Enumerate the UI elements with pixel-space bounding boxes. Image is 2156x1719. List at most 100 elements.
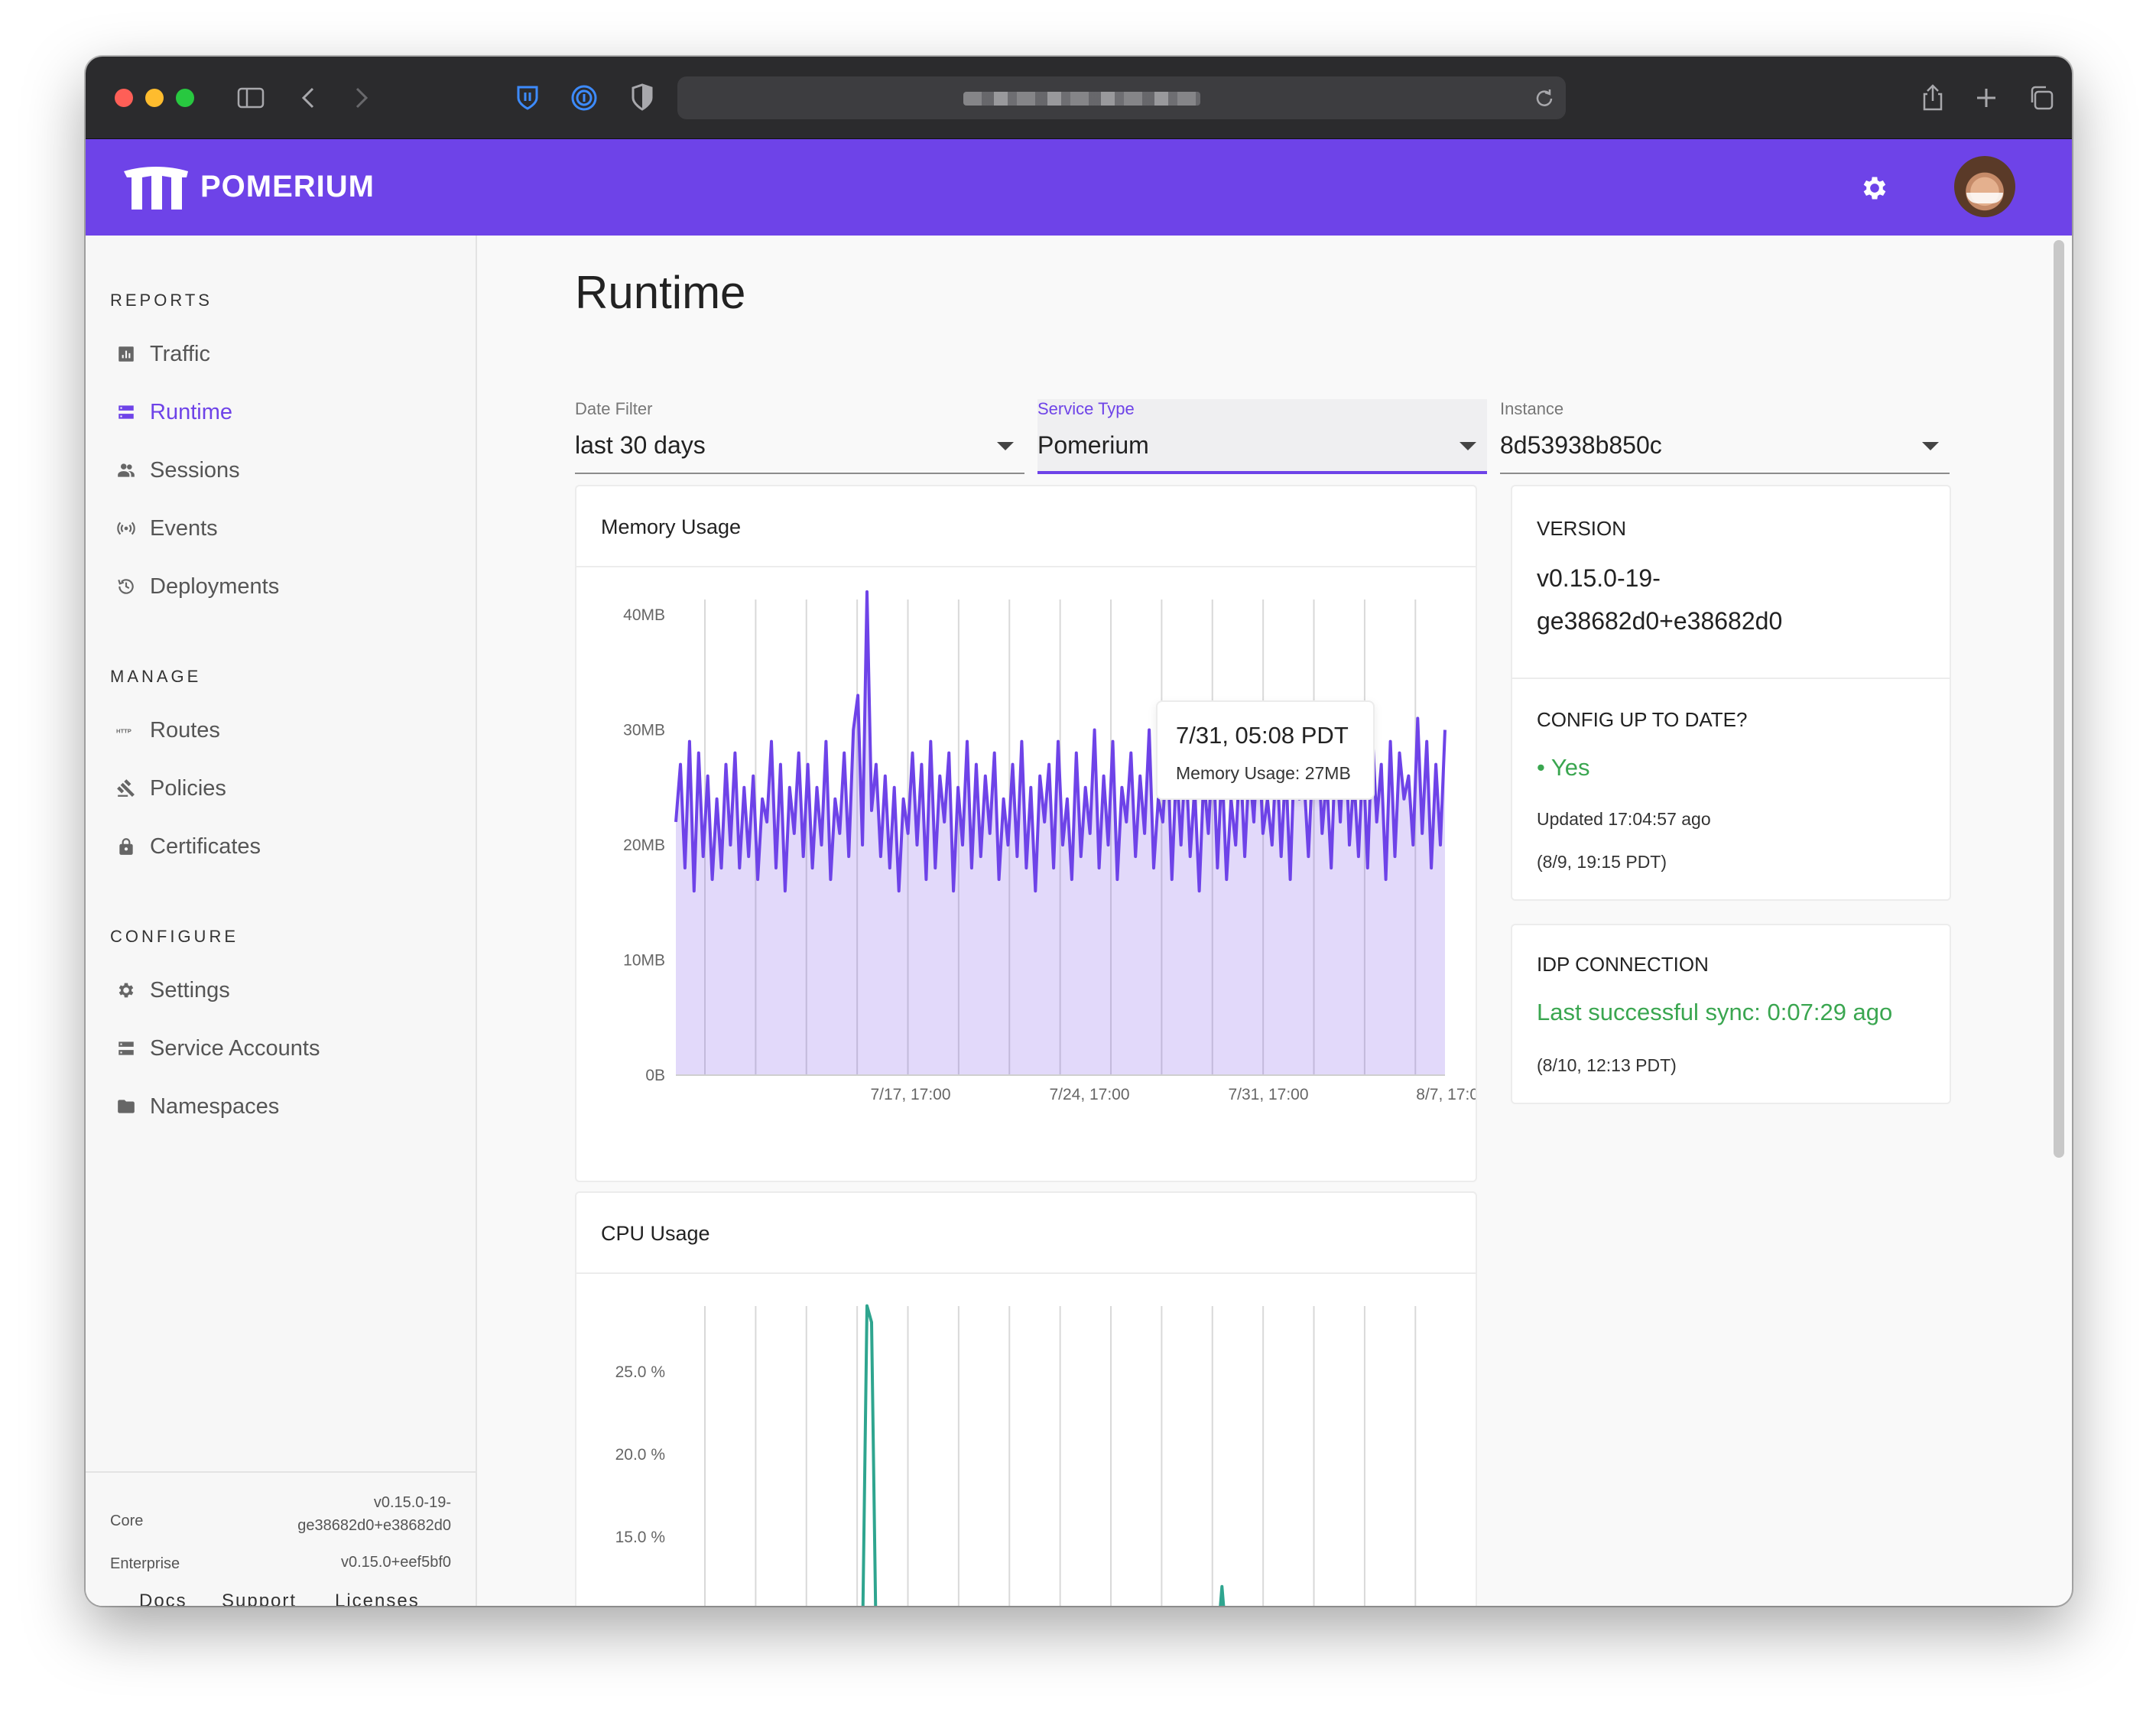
gavel-icon — [117, 779, 135, 798]
docs-link[interactable]: Docs — [139, 1591, 187, 1606]
y-tick-label: 40MB — [623, 606, 665, 624]
address-bar[interactable] — [677, 76, 1566, 119]
y-tick-label: 0B — [645, 1067, 665, 1084]
share-icon[interactable] — [1917, 83, 1948, 113]
core-version-line1: v0.15.0-19- — [373, 1494, 451, 1511]
sidebar-item-traffic[interactable]: Traffic — [116, 333, 453, 375]
sidebar-item-label: Routes — [150, 717, 220, 743]
sidebar-item-label: Policies — [150, 775, 226, 801]
user-avatar[interactable] — [1954, 156, 2015, 217]
y-tick-label: 20.0 % — [615, 1446, 665, 1464]
page-scrollbar[interactable] — [2054, 240, 2064, 1158]
sidebar-item-certificates[interactable]: Certificates — [116, 826, 453, 867]
sidebar-item-runtime[interactable]: Runtime — [116, 392, 453, 433]
folder-icon — [118, 1100, 135, 1113]
config-status: • Yes — [1537, 754, 1590, 781]
svg-text:HTTP: HTTP — [116, 727, 132, 734]
pomerium-logo-icon[interactable] — [121, 164, 191, 211]
sidebar-item-service-accounts[interactable]: Service Accounts — [116, 1028, 453, 1069]
sidebar-footer: Core v0.15.0-19- ge38682d0+e38682d0 Ente… — [86, 1471, 476, 1606]
minimize-window-button[interactable] — [145, 89, 164, 107]
instance-select[interactable]: Instance 8d53938b850c — [1500, 399, 1950, 474]
instance-label: Instance — [1500, 399, 1564, 418]
gear-icon — [119, 983, 134, 998]
gear-icon[interactable] — [1859, 173, 1890, 203]
y-tick-label: 20MB — [623, 837, 665, 854]
browser-toolbar — [86, 57, 2072, 139]
card-divider — [576, 566, 1476, 567]
sidebar-item-label: Sessions — [150, 457, 240, 483]
version-line2: ge38682d0+e38682d0 — [1537, 607, 1783, 635]
licenses-link[interactable]: Licenses — [335, 1591, 420, 1606]
bitwarden-extension-icon[interactable] — [512, 83, 543, 113]
sidebar-item-sessions[interactable]: Sessions — [116, 450, 453, 491]
sidebar-item-label: Service Accounts — [150, 1035, 320, 1061]
http-icon: HTTP — [116, 727, 132, 734]
idp-label: IDP CONNECTION — [1537, 953, 1709, 976]
password-manager-extension-icon[interactable] — [569, 83, 599, 113]
core-version-value: v0.15.0-19- ge38682d0+e38682d0 — [297, 1491, 451, 1537]
back-icon[interactable] — [294, 83, 324, 113]
idp-status: Last successful sync: 0:07:29 ago — [1537, 999, 1893, 1025]
version-value: v0.15.0-19- ge38682d0+e38682d0 — [1537, 557, 1782, 642]
chart-tooltip: 7/31, 05:08 PDT Memory Usage: 27MB — [1156, 700, 1375, 800]
people-icon — [118, 463, 135, 477]
service-type-select[interactable]: Service Type Pomerium — [1037, 399, 1487, 474]
page-title: Runtime — [575, 267, 746, 318]
forward-icon[interactable] — [346, 83, 376, 113]
sidebar-item-settings[interactable]: Settings — [116, 970, 453, 1011]
enterprise-version-label: Enterprise — [110, 1555, 180, 1572]
sidebar-item-events[interactable]: Events — [116, 508, 453, 549]
y-tick-label: 10MB — [623, 952, 665, 970]
chevron-down-icon — [1922, 442, 1939, 450]
core-version-line2: ge38682d0+e38682d0 — [297, 1517, 451, 1534]
sidebar-item-label: Deployments — [150, 574, 280, 599]
broadcast-icon — [117, 522, 135, 535]
y-tick-label: 15.0 % — [615, 1529, 665, 1546]
bar-chart-icon — [119, 346, 134, 362]
history-icon — [118, 579, 134, 594]
sidebar: REPORTS Traffic Runtime Sessions Events … — [86, 236, 477, 1606]
reload-icon[interactable] — [1534, 87, 1555, 109]
memory-usage-card: Memory Usage 0B 10MB 20MB 30MB 40MB 7/17, 17:… — [575, 485, 1477, 1182]
sidebar-toggle-icon[interactable] — [235, 83, 266, 113]
date-filter-select[interactable]: Date Filter last 30 days — [575, 399, 1024, 474]
sidebar-item-label: Events — [150, 515, 218, 541]
version-line1: v0.15.0-19- — [1537, 564, 1661, 592]
service-type-label: Service Type — [1037, 399, 1135, 418]
close-window-button[interactable] — [115, 89, 133, 107]
section-title-reports: REPORTS — [110, 291, 213, 310]
sidebar-item-routes[interactable]: HTTP Routes — [116, 710, 453, 751]
idp-timestamp: (8/10, 12:13 PDT) — [1537, 1055, 1677, 1075]
sidebar-item-policies[interactable]: Policies — [116, 768, 453, 809]
cpu-usage-card: CPU Usage 15.0 % 20.0 % 25.0 % — [575, 1191, 1477, 1606]
brand-name[interactable]: POMERIUM — [200, 170, 375, 203]
privacy-shield-icon[interactable] — [627, 83, 658, 113]
tooltip-title: 7/31, 05:08 PDT — [1176, 722, 1349, 749]
memory-usage-chart[interactable]: 0B 10MB 20MB 30MB 40MB 7/17, 17:00 7/24, 17:00… — [576, 569, 1476, 1181]
sidebar-item-deployments[interactable]: Deployments — [116, 566, 453, 607]
x-tick-label: 7/17, 17:00 — [870, 1086, 950, 1103]
support-link[interactable]: Support — [222, 1591, 297, 1606]
lock-icon — [119, 838, 133, 855]
blurred-url — [963, 92, 1200, 106]
sidebar-item-namespaces[interactable]: Namespaces — [116, 1086, 453, 1127]
sidebar-item-label: Traffic — [150, 341, 210, 366]
service-type-value: Pomerium — [1037, 431, 1149, 459]
config-card: CONFIG UP TO DATE? • Yes Updated 17:04:5… — [1511, 678, 1951, 901]
card-divider — [576, 1272, 1476, 1274]
tab-overview-icon[interactable] — [2026, 83, 2057, 113]
x-tick-label: 8/7, 17:00 — [1416, 1086, 1476, 1103]
new-tab-icon[interactable] — [1971, 83, 2002, 113]
sidebar-item-label: Namespaces — [150, 1093, 280, 1119]
app-header: POMERIUM — [86, 139, 2072, 236]
config-timestamp: (8/9, 19:15 PDT) — [1537, 852, 1667, 872]
y-tick-label: 30MB — [623, 722, 665, 739]
core-version-label: Core — [110, 1513, 144, 1529]
cpu-usage-chart[interactable]: 15.0 % 20.0 % 25.0 % — [576, 1275, 1476, 1606]
zoom-window-button[interactable] — [176, 89, 194, 107]
date-filter-label: Date Filter — [575, 399, 653, 418]
section-title-configure: CONFIGURE — [110, 927, 239, 946]
storage-icon — [119, 1041, 134, 1055]
config-label: CONFIG UP TO DATE? — [1537, 708, 1748, 731]
